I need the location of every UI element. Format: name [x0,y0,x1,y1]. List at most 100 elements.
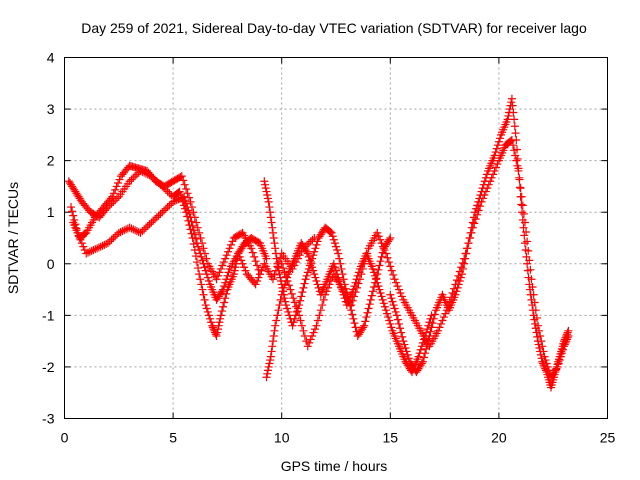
axis-ticks: 0 5 10 15 20 25 -3 -2 -1 0 1 2 3 4 [42,50,615,446]
data-point [491,148,500,157]
data-point [297,321,306,330]
data-point [386,262,395,271]
data-point [495,134,504,143]
x-tick-label: 10 [274,430,290,446]
data-point [114,178,123,187]
series-track-g [386,94,573,392]
data-point [310,247,319,256]
data-point [384,313,393,322]
data-point [77,239,86,248]
data-point [385,316,394,325]
data-point [143,221,152,230]
data-point [514,164,523,173]
data-point [370,282,379,291]
data-point [176,194,185,203]
data-point [535,344,544,353]
data-point [333,246,342,255]
data-point [268,342,277,351]
data-point [371,271,380,280]
data-point [201,301,210,310]
data-point [533,337,542,346]
data-point [204,311,213,320]
data-point [518,201,527,210]
data-point [376,289,385,298]
data-point [262,373,271,382]
data-point [310,270,319,279]
data-point [353,271,362,280]
data-point [383,309,392,318]
plot-frame [64,57,608,419]
data-point [564,326,573,335]
data-point [422,344,431,353]
data-point [390,304,399,313]
data-point [509,108,518,117]
data-point [347,301,356,310]
data-point [267,218,276,227]
data-point [105,237,114,246]
data-point [465,234,474,242]
data-point [392,278,401,287]
data-point [390,275,399,284]
data-point [360,321,369,330]
data-point [397,292,406,301]
data-point [220,298,229,307]
data-point [251,257,260,266]
y-tick-label: -3 [42,411,55,427]
data-point [274,306,283,315]
data-point [375,285,384,294]
data-points [64,94,573,392]
data-point [456,273,465,282]
data-point [332,242,340,251]
data-point [182,185,191,194]
data-point [188,221,197,230]
data-point [435,323,444,332]
data-point [283,304,292,313]
data-point [326,227,335,236]
chart-title: Day 259 of 2021, Sidereal Day-to-day VTE… [81,20,587,36]
data-point [366,295,375,304]
data-point [330,239,339,248]
data-point [177,172,186,181]
data-point [370,268,379,277]
data-point [160,206,169,215]
data-point [300,279,309,288]
data-point [520,231,529,240]
y-tick-label: -2 [42,359,55,375]
data-point [536,350,545,359]
data-point [96,242,105,251]
data-point [221,294,230,303]
data-point [290,314,299,323]
data-point [89,246,98,255]
data-point [211,330,220,339]
data-point [327,228,336,237]
data-point [266,213,275,222]
data-point [131,226,140,235]
data-point [421,349,430,358]
data-point [525,280,534,289]
data-point [263,194,272,203]
data-point [453,283,462,292]
data-point [520,239,529,248]
data-point [492,163,501,172]
data-point [402,347,411,356]
data-point [267,347,276,356]
data-point [165,201,174,210]
data-point [192,258,201,267]
data-point [248,248,257,257]
data-point [136,228,145,237]
data-point [191,252,200,261]
y-tick-label: 4 [47,50,55,66]
data-point [277,259,286,268]
data-point [227,240,236,249]
data-point [114,228,123,237]
data-point [380,302,389,311]
data-point [468,218,477,227]
data-point [274,263,283,272]
data-point [368,264,377,273]
data-point [265,203,274,212]
data-point [537,354,546,363]
data-point [276,295,285,304]
y-tick-label: -1 [42,307,55,323]
data-point [109,189,118,198]
data-point [223,271,232,280]
